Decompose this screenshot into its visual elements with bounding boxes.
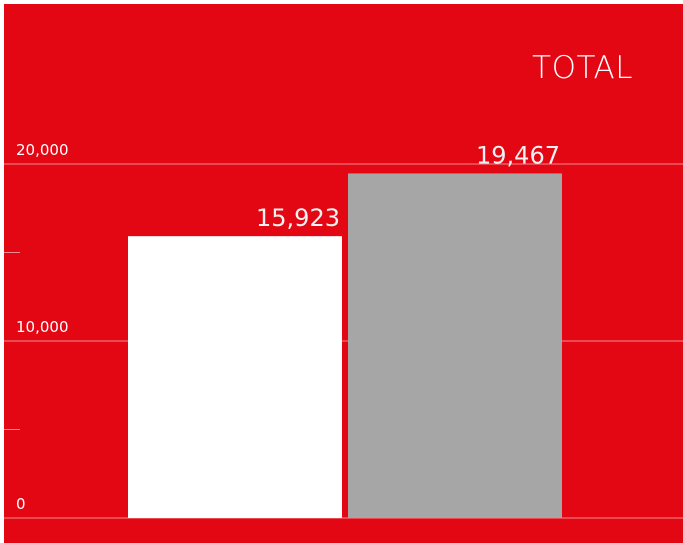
data-label: 19,467 — [476, 141, 560, 169]
bar-chart: 0 10,000 20,000 15,923 19,467 — [4, 141, 683, 519]
y-tick-label: 0 — [16, 495, 26, 513]
bar — [348, 173, 562, 519]
data-label: 15,923 — [256, 204, 340, 232]
chart-panel: TOTAL 0 10,000 20,000 15,923 19,467 — [4, 4, 683, 543]
y-tick-label: 20,000 — [16, 141, 69, 159]
y-tick-label: 10,000 — [16, 318, 69, 336]
bar — [128, 236, 342, 518]
chart-title: TOTAL — [532, 50, 633, 86]
